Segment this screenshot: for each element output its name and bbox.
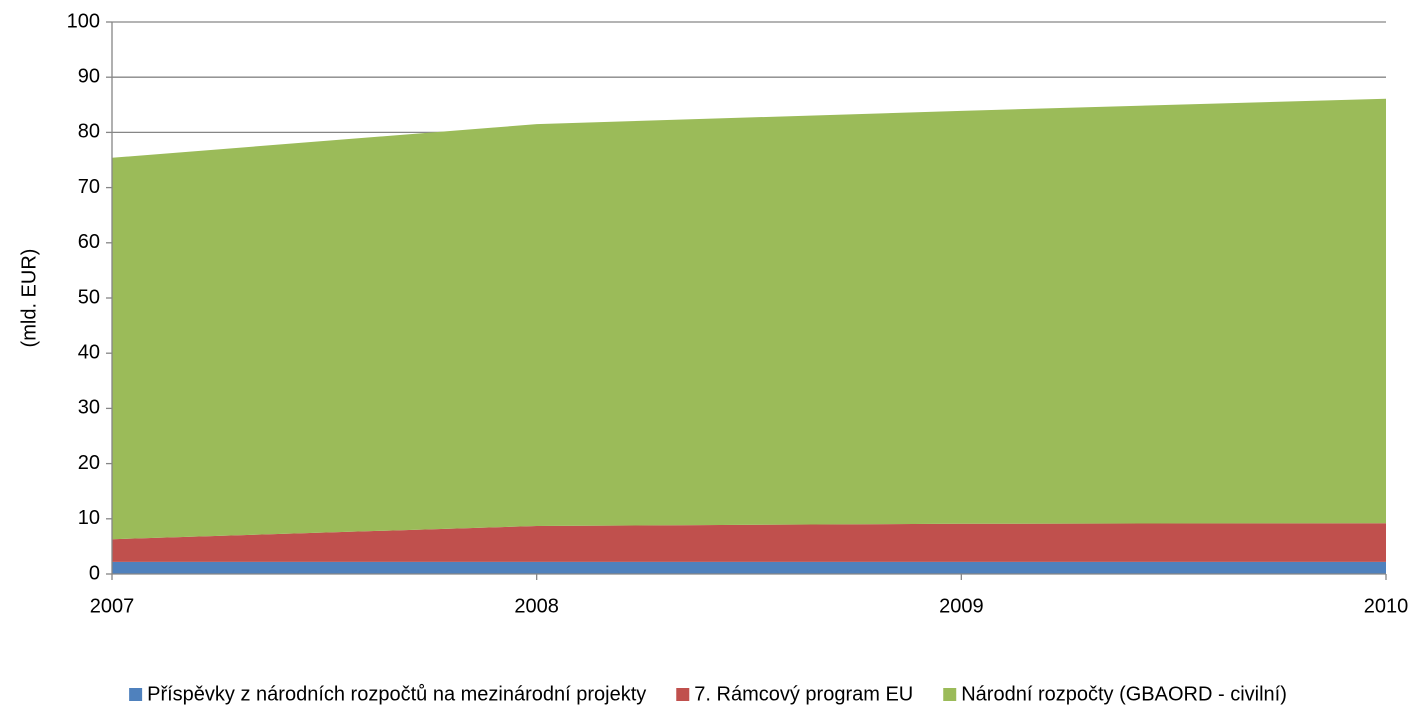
- y-tick-label: 70: [78, 176, 100, 198]
- area: [112, 561, 1386, 574]
- x-tick-label: 2007: [90, 595, 135, 617]
- y-tick-label: 40: [78, 341, 100, 363]
- area: [112, 523, 1386, 562]
- y-tick-label: 20: [78, 452, 100, 474]
- x-tick-label: 2008: [514, 595, 559, 617]
- y-tick-label: 30: [78, 397, 100, 419]
- y-tick-label: 0: [89, 562, 100, 584]
- legend-label: Příspěvky z národních rozpočtů na meziná…: [147, 683, 646, 705]
- y-tick-label: 50: [78, 286, 100, 308]
- y-axis-label: (mld. EUR): [18, 249, 40, 348]
- y-tick-label: 100: [67, 10, 100, 32]
- y-tick-label: 80: [78, 121, 100, 143]
- legend-label: 7. Rámcový program EU: [694, 683, 913, 705]
- legend: Příspěvky z národních rozpočtů na meziná…: [129, 683, 1287, 705]
- legend-label: Národní rozpočty (GBAORD - civilní): [961, 683, 1287, 705]
- area: [112, 98, 1386, 540]
- y-tick-label: 60: [78, 231, 100, 253]
- y-tick-label: 10: [78, 507, 100, 529]
- x-tick-label: 2010: [1364, 595, 1409, 617]
- legend-swatch: [676, 688, 690, 701]
- legend-swatch: [129, 688, 143, 701]
- x-tick-label: 2009: [939, 595, 984, 617]
- y-tick-label: 90: [78, 65, 100, 87]
- legend-swatch: [943, 688, 957, 701]
